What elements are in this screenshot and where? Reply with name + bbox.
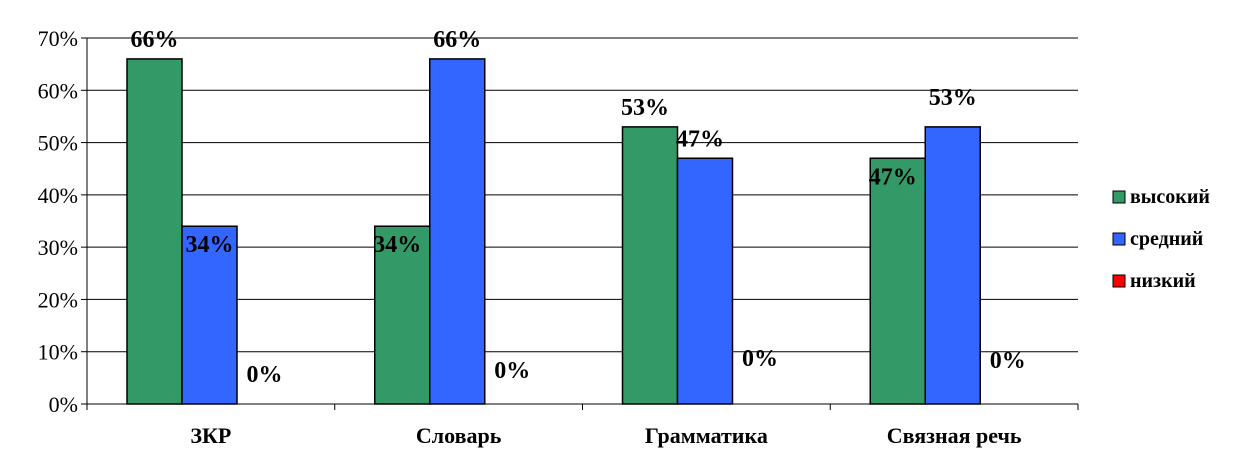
legend-swatch <box>1112 274 1126 288</box>
y-tick-label: 70% <box>38 26 78 51</box>
bar-высокий <box>621 126 679 405</box>
bar-высокий <box>126 58 183 405</box>
bar-средний <box>181 225 238 405</box>
data-label: 47% <box>676 126 724 152</box>
legend-label: высокий <box>1130 186 1210 208</box>
y-tick-label: 10% <box>38 340 78 365</box>
y-tick-label: 40% <box>38 183 78 208</box>
bar-средний <box>676 157 734 405</box>
legend-swatch <box>1112 232 1126 246</box>
bar-высокий <box>869 157 926 405</box>
data-label: 47% <box>869 164 917 190</box>
data-label: 34% <box>373 232 421 258</box>
data-label: 34% <box>186 232 234 258</box>
x-tick-label: Связная речь <box>887 423 1022 448</box>
data-label: 0% <box>990 348 1026 374</box>
y-tick-label: 30% <box>38 235 78 260</box>
bar-средний <box>924 126 981 405</box>
data-label: 0% <box>247 362 283 388</box>
bar-высокий <box>374 225 431 405</box>
data-label: 53% <box>621 95 669 121</box>
y-tick-label: 50% <box>38 131 78 156</box>
legend-label: средний <box>1130 228 1203 250</box>
legend-label: низкий <box>1130 270 1196 292</box>
data-label: 0% <box>494 358 530 384</box>
data-label: 66% <box>131 27 179 53</box>
legend: высокий средний низкий <box>1112 186 1210 292</box>
x-tick-label: Словарь <box>416 423 502 448</box>
bars <box>126 58 981 405</box>
bar-средний <box>429 58 486 405</box>
data-label: 53% <box>929 85 977 111</box>
data-label: 66% <box>433 27 481 53</box>
data-labels: 66% 34% 53% 47% 34% 66% 47% 53% 0% 0% 0% 0% <box>131 27 1026 388</box>
gridlines <box>87 37 1078 353</box>
y-tick-label: 60% <box>38 78 78 103</box>
y-tick-label: 20% <box>38 287 78 312</box>
y-tick-label: 0% <box>49 392 78 417</box>
x-tick-label: ЗКР <box>190 423 231 448</box>
x-tick-label: Грамматика <box>645 423 768 448</box>
legend-swatch <box>1112 190 1126 204</box>
data-label: 0% <box>742 346 778 372</box>
